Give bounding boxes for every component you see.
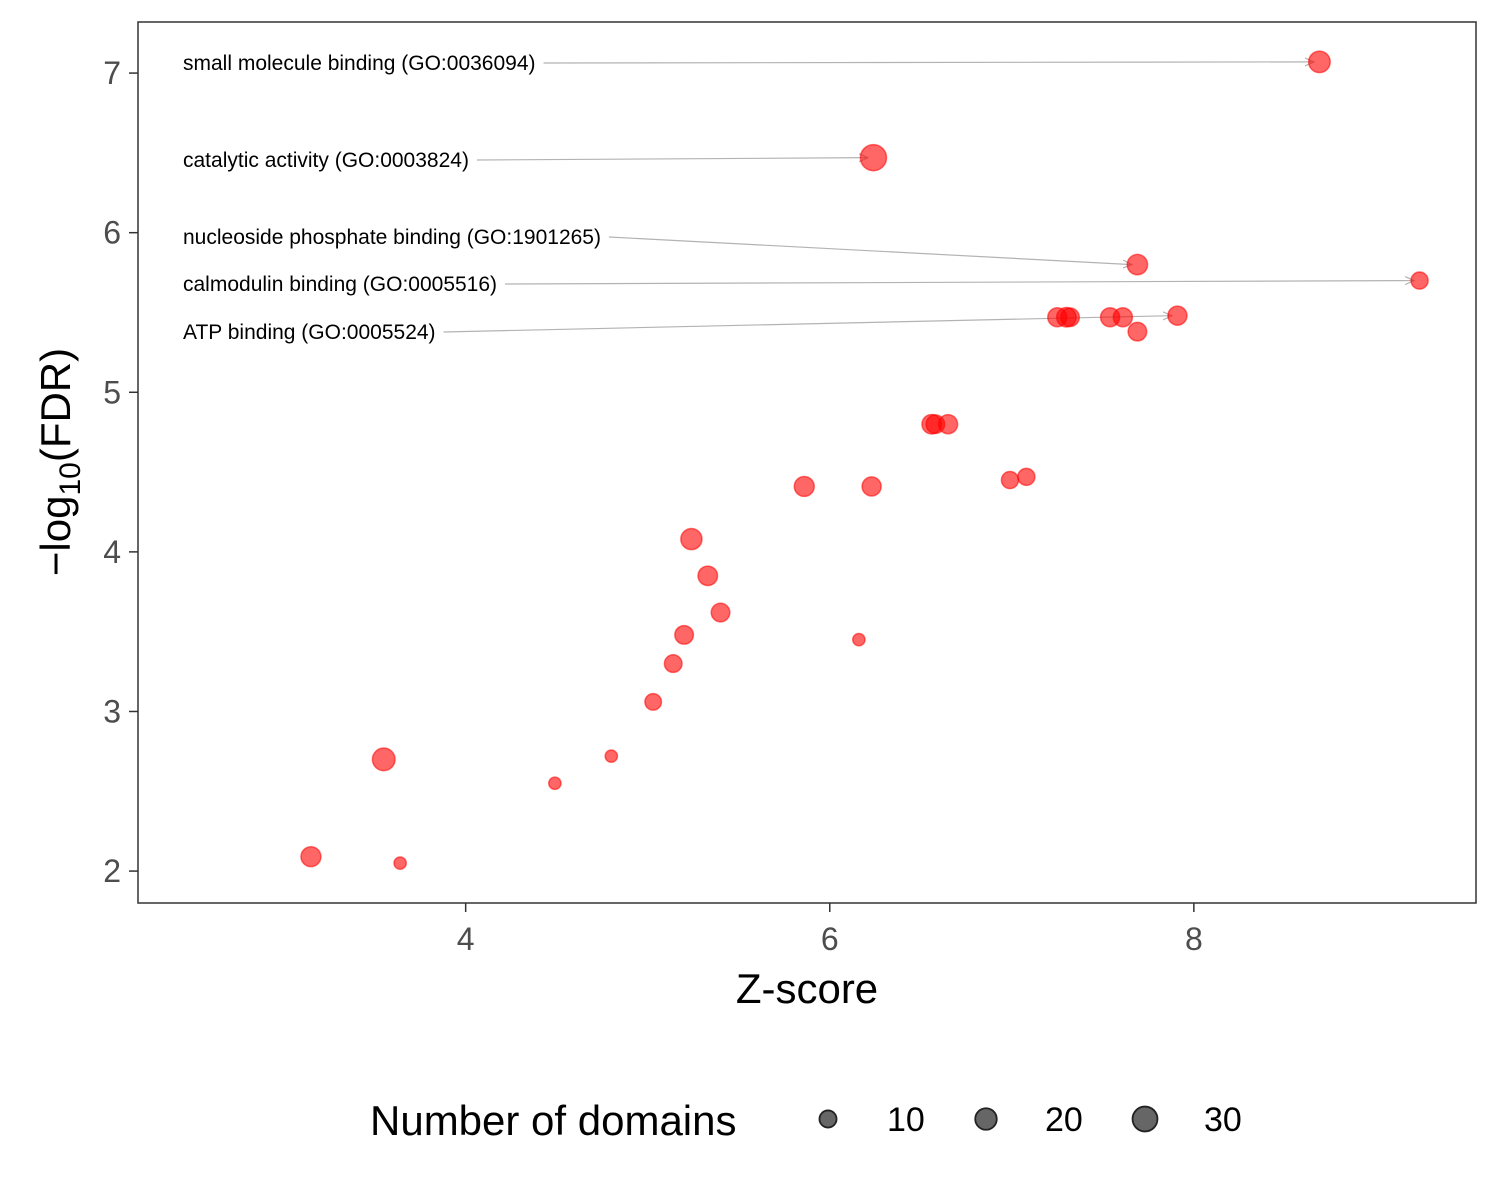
data-point (1307, 50, 1331, 74)
y-tick-label: 3 (103, 693, 121, 729)
data-point (1127, 321, 1148, 342)
annotation-arrow (543, 62, 1314, 63)
data-point (663, 654, 683, 674)
annotation-arrow (505, 281, 1414, 284)
data-point (674, 624, 695, 645)
y-axis-title-paren: (FDR) (32, 348, 79, 462)
y-axis-title-main: −log (32, 496, 79, 577)
annotation-label: nucleoside phosphate binding (GO:1901265… (183, 226, 601, 249)
x-tick-label: 4 (457, 921, 475, 957)
legend-size-label: 20 (1045, 1101, 1083, 1139)
data-point (859, 143, 888, 172)
data-point (1000, 470, 1020, 490)
annotation-arrow (476, 158, 868, 160)
annotation-arrow (608, 236, 1132, 265)
x-tick-label: 8 (1185, 921, 1203, 957)
annotation-layer: small molecule binding (GO:0036094) catal… (183, 52, 1414, 344)
data-point (710, 602, 731, 623)
data-point (697, 565, 719, 587)
data-point (547, 776, 562, 791)
x-tick-label: 6 (821, 921, 839, 957)
data-point (371, 747, 396, 772)
x-axis-title: Z-score (736, 965, 878, 1012)
legend-title: Number of domains (370, 1097, 737, 1144)
legend-size-label: 10 (887, 1101, 925, 1139)
point-layer (300, 50, 1429, 870)
y-tick-label: 7 (103, 55, 121, 91)
x-axis: 4 6 8 (457, 903, 1203, 957)
data-point (300, 846, 322, 868)
plot-panel-border (137, 21, 1477, 904)
annotation-label: small molecule binding (GO:0036094) (183, 52, 536, 75)
y-axis-title-subscript: 10 (54, 462, 87, 495)
y-tick-label: 2 (103, 853, 121, 889)
y-tick-label: 5 (103, 374, 121, 410)
annotation-label: catalytic activity (GO:0003824) (183, 149, 469, 172)
data-point (604, 749, 619, 764)
legend-size-marker (818, 1109, 838, 1129)
data-point (1060, 307, 1081, 328)
data-point (1167, 305, 1188, 326)
legend: Number of domains 10 20 30 (370, 1097, 1242, 1144)
annotation-label: calmodulin binding (GO:0005516) (183, 273, 497, 296)
data-point (644, 692, 663, 711)
data-point (937, 413, 959, 435)
data-point (393, 856, 408, 870)
data-point (1126, 253, 1149, 276)
data-point (793, 475, 815, 498)
y-axis-title: −log10(FDR) (32, 348, 87, 576)
data-point (1017, 467, 1036, 487)
data-point (852, 632, 866, 647)
y-tick-label: 4 (103, 534, 121, 570)
data-point (680, 527, 703, 551)
legend-size-marker (1131, 1105, 1159, 1133)
y-tick-label: 6 (103, 215, 121, 251)
data-point (1112, 306, 1134, 328)
data-point (861, 476, 882, 497)
annotation-label: ATP binding (GO:0005524) (183, 321, 436, 344)
legend-size-label: 30 (1204, 1101, 1242, 1139)
legend-size-marker (974, 1107, 998, 1131)
y-axis: 2 3 4 5 6 7 (103, 55, 138, 889)
data-point (1410, 271, 1429, 290)
